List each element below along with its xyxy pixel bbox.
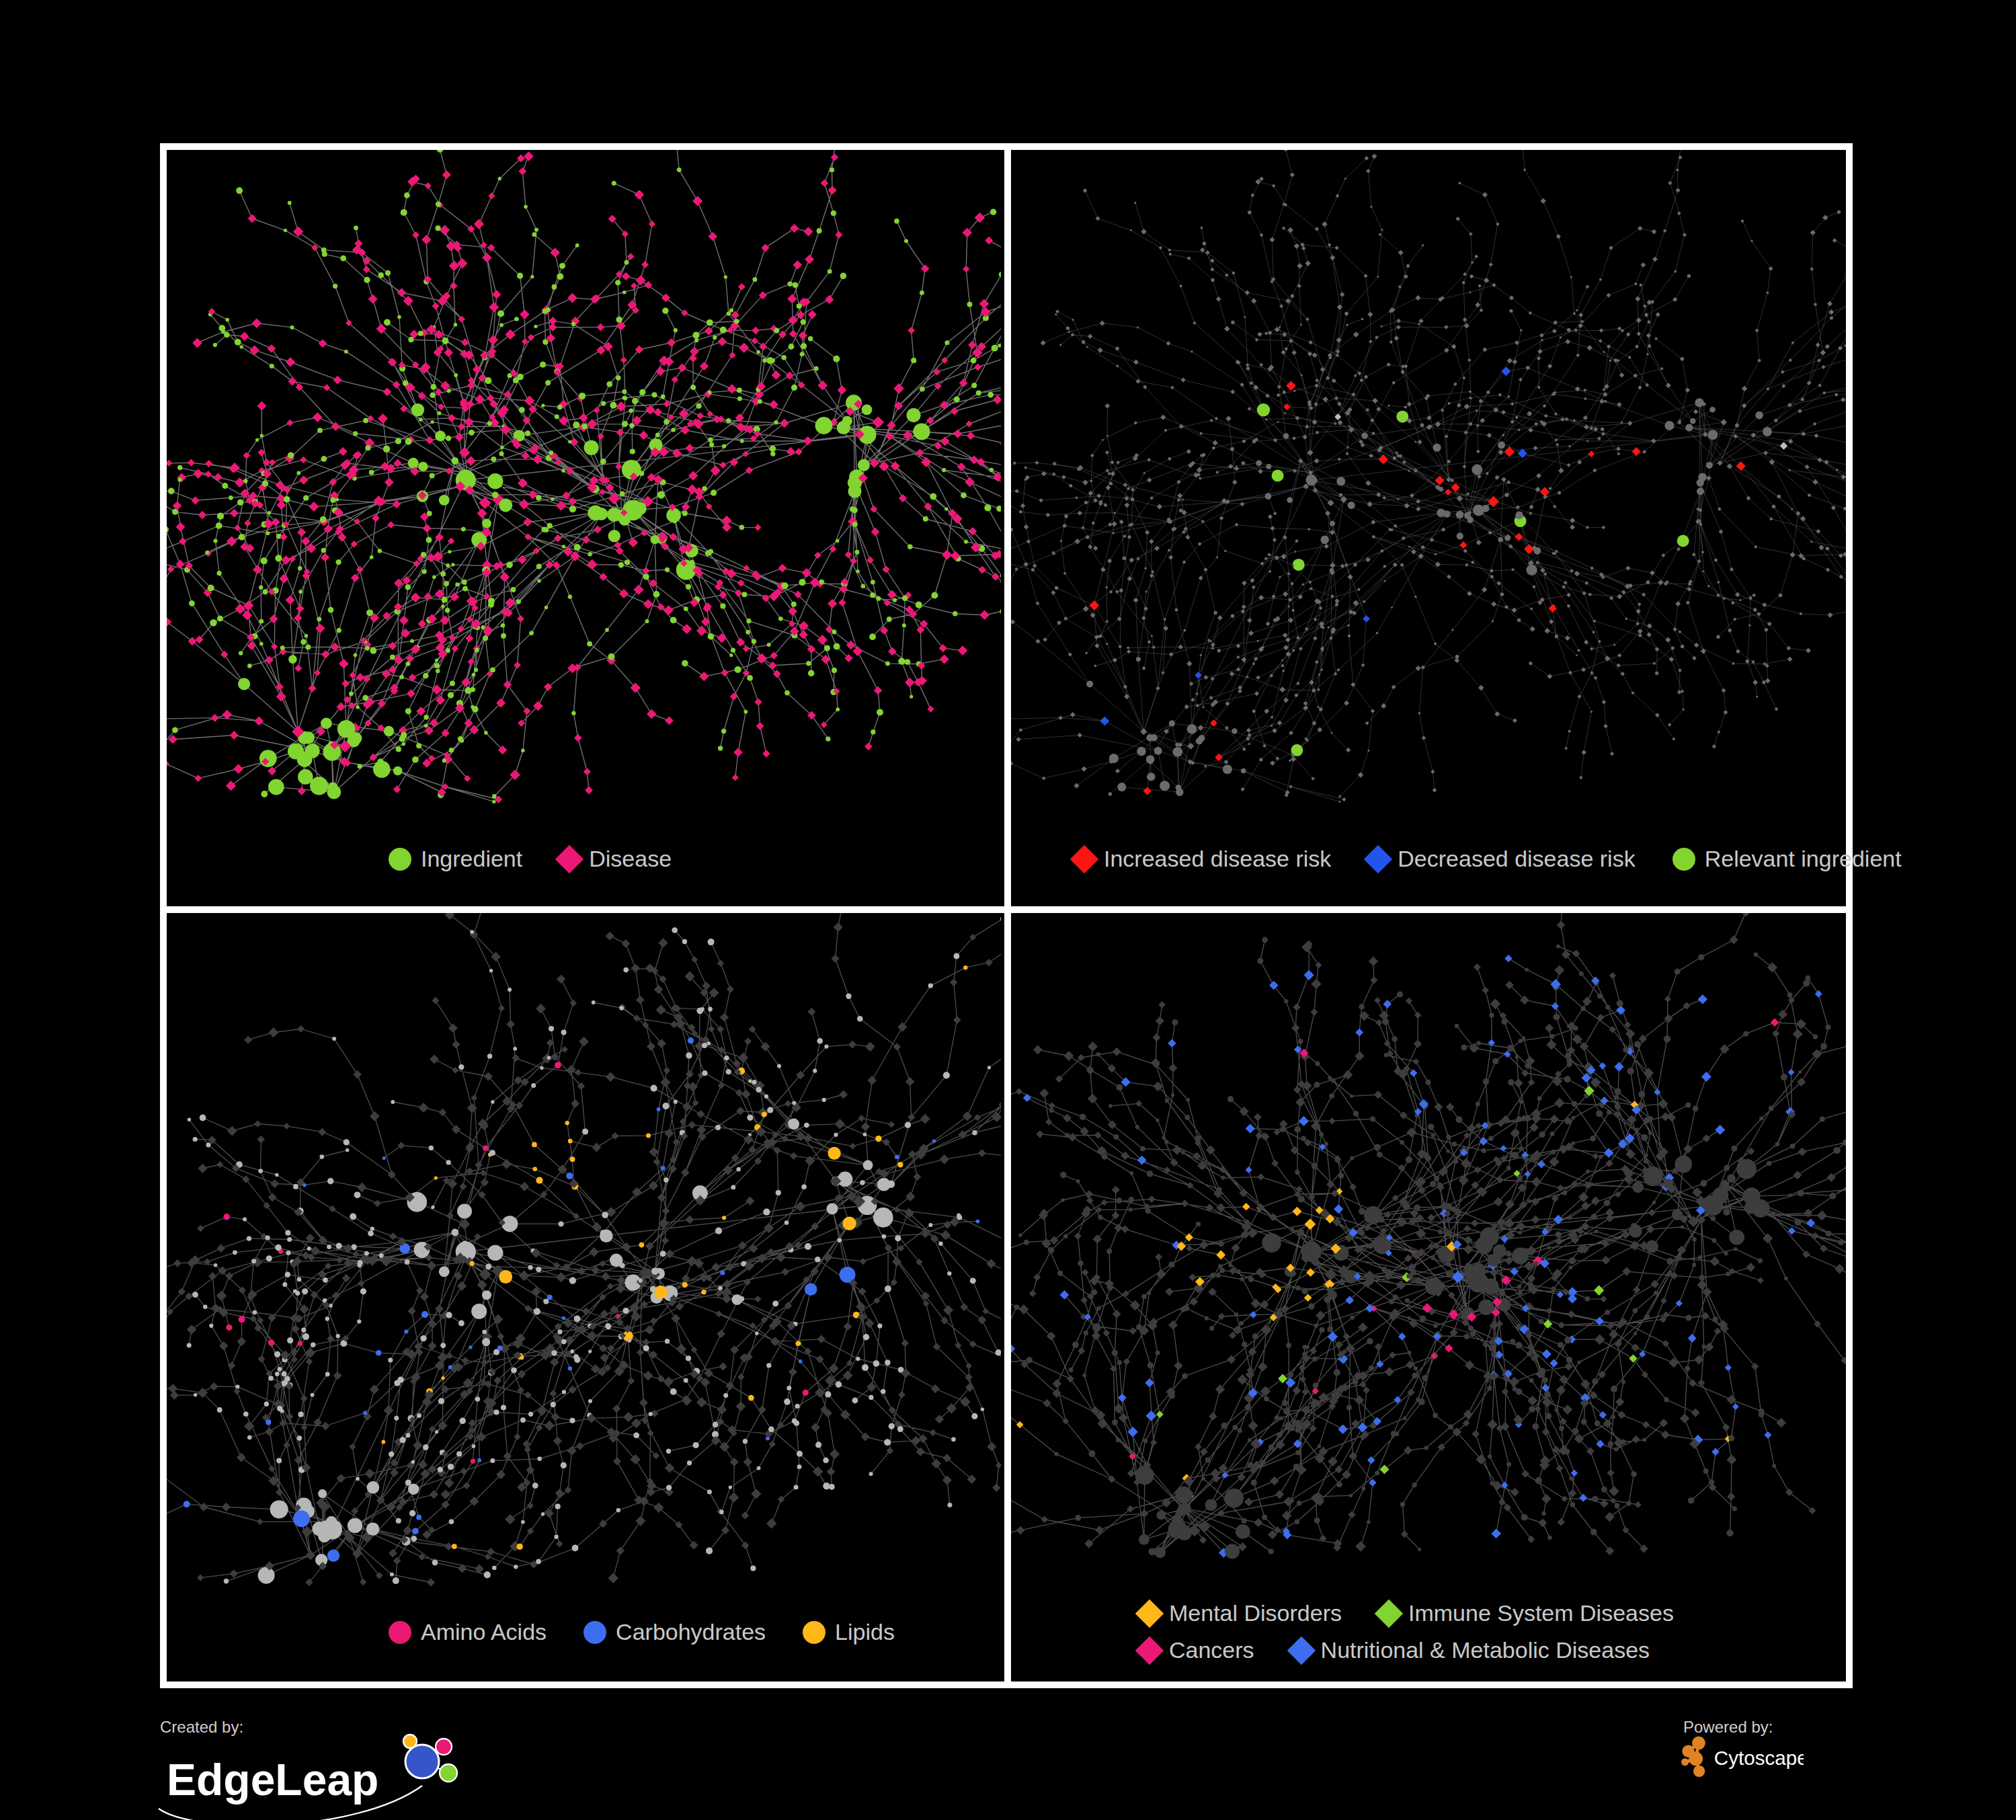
svg-text:Cytoscape: Cytoscape bbox=[1714, 1747, 1804, 1769]
svg-text:EdgeLeap: EdgeLeap bbox=[167, 1755, 378, 1805]
